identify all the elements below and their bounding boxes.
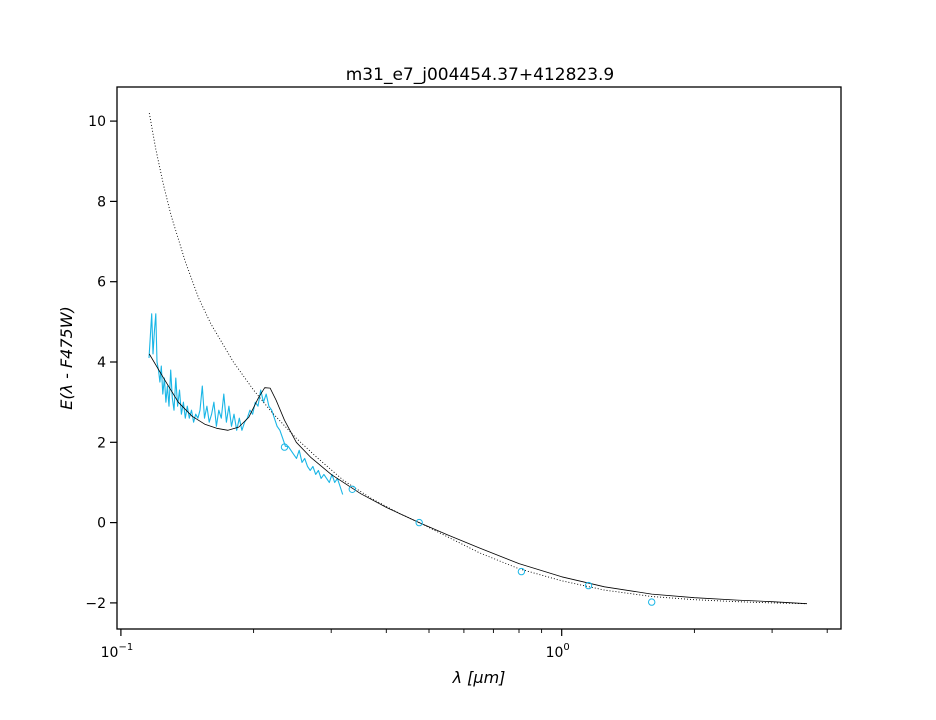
data-point (348, 485, 356, 493)
plot-frame (116, 86, 842, 630)
y-tick-label: 4 (97, 355, 106, 371)
y-tick-label: 2 (97, 435, 106, 451)
y-tick-label: 10 (88, 114, 106, 130)
model-line (148, 353, 808, 605)
plot-area (116, 86, 842, 630)
data-point (584, 581, 593, 590)
x-tick-label: 100 (546, 642, 570, 661)
spectrum-line (148, 313, 344, 495)
series-layer (148, 113, 808, 606)
y-tick-label: 6 (97, 275, 106, 291)
y-axis-label: E(λ - F475W) (57, 306, 76, 410)
data-point (415, 518, 423, 527)
data-point (280, 443, 289, 451)
x-axis-label: λ [μm] (452, 668, 506, 687)
data-point (648, 598, 656, 606)
y-tick-label: 0 (97, 516, 106, 532)
x-tick-label: 10−1 (101, 642, 134, 661)
y-tick-label: 8 (97, 194, 106, 210)
y-axis: −2 0 2 4 6 8 10 (85, 114, 117, 612)
dotted-line (148, 113, 808, 605)
chart-title: m31_e7_j004454.37+412823.9 (346, 65, 614, 85)
x-axis: 10−1 100 (101, 629, 828, 661)
data-point (517, 567, 526, 576)
y-tick-label: −2 (85, 596, 106, 612)
